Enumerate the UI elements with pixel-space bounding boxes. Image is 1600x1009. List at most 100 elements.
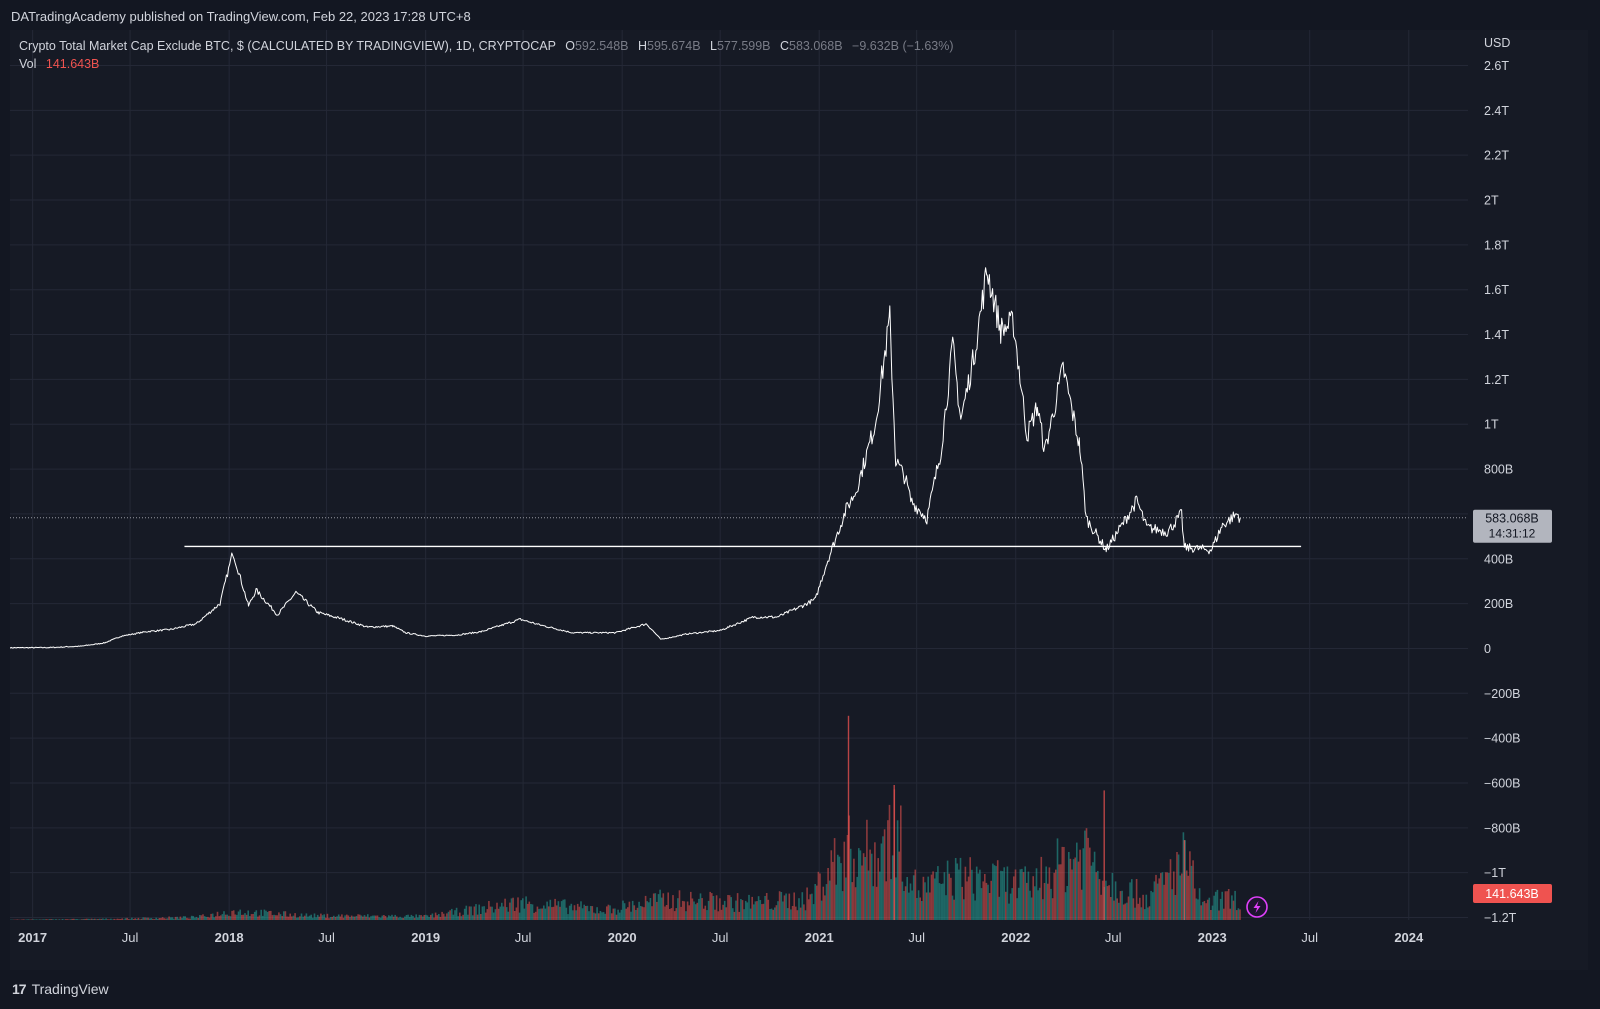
volume-bar xyxy=(698,898,700,920)
volume-bar xyxy=(996,860,999,920)
volume-bar xyxy=(738,911,741,920)
volume-bar xyxy=(573,905,576,920)
volume-bar xyxy=(1108,885,1110,920)
chart-panel[interactable]: 2.6T 2.4T 2.2T 2T 1.8T 1.6T 1.4T 1.2T 1T 800B 400B… xyxy=(9,30,1588,970)
volume-bar xyxy=(1113,900,1115,920)
x-tick-label: Jul xyxy=(1301,930,1318,945)
volume-bar xyxy=(1231,895,1233,920)
volume-bar xyxy=(1124,903,1127,920)
y-tick-label: −800B xyxy=(1484,821,1521,835)
volume-bar xyxy=(959,857,962,920)
volume-bar xyxy=(772,909,774,920)
volume-bar xyxy=(399,916,401,920)
volume-bar xyxy=(517,897,519,920)
volume-bar xyxy=(714,909,716,920)
volume-bar xyxy=(1192,860,1194,920)
volume-bar xyxy=(283,911,285,920)
volume-bar xyxy=(504,898,506,920)
volume-bar xyxy=(531,904,534,920)
volume-bar xyxy=(993,865,996,920)
volume-bar xyxy=(761,904,763,920)
volume-bar xyxy=(1068,852,1070,920)
volume-bar xyxy=(551,907,553,920)
price-axis[interactable]: 2.6T 2.4T 2.2T 2T 1.8T 1.6T 1.4T 1.2T 1T 800B 400B… xyxy=(1484,59,1521,925)
volume-bar xyxy=(486,909,489,920)
volume-bar xyxy=(799,907,802,920)
volume-bar xyxy=(66,919,69,920)
volume-bar xyxy=(126,917,128,920)
volume-bar xyxy=(1202,901,1204,920)
volume-bar xyxy=(1129,882,1131,920)
volume-bar xyxy=(384,916,387,920)
volume-bar xyxy=(35,919,38,920)
volume-bar xyxy=(281,916,283,920)
volume-bar xyxy=(636,907,639,920)
volume-bar xyxy=(1176,852,1178,920)
volume-bar xyxy=(849,848,852,920)
volume-bar xyxy=(1134,907,1136,920)
volume-bar xyxy=(618,912,621,920)
volume-bar xyxy=(153,919,156,920)
volume-bar xyxy=(748,894,750,920)
volume-bar xyxy=(596,907,598,920)
volume-bar xyxy=(1140,907,1143,920)
volume-bar xyxy=(1006,866,1009,920)
volume-bar xyxy=(921,901,923,920)
volume-bar xyxy=(943,872,946,920)
published-info: DATradingAcademy published on TradingVie… xyxy=(11,9,471,24)
legend-open-label: O xyxy=(565,39,575,53)
volume-bar xyxy=(1223,908,1225,920)
volume-bar xyxy=(81,919,83,920)
volume-bar xyxy=(205,916,207,920)
volume-bar xyxy=(358,914,361,920)
volume-bar xyxy=(1095,872,1097,920)
volume-bar xyxy=(853,858,855,920)
volume-bar xyxy=(1132,898,1135,920)
volume-bar xyxy=(208,917,211,920)
volume-bar xyxy=(594,913,597,920)
volume-bar xyxy=(1171,889,1173,920)
y-tick-label: −1T xyxy=(1484,866,1506,880)
volume-bar xyxy=(257,916,259,920)
tradingview-brand[interactable]: 17 TradingView xyxy=(12,981,109,997)
volume-bar xyxy=(946,860,949,920)
price-line xyxy=(9,267,1241,649)
volume-bar xyxy=(1213,895,1215,920)
volume-bar xyxy=(782,901,784,920)
volume-bar xyxy=(494,909,497,920)
volume-bar xyxy=(220,915,222,920)
volume-bar xyxy=(623,903,626,920)
volume-bar xyxy=(1072,859,1075,920)
y-tick-label: 1.2T xyxy=(1484,373,1509,387)
volume-bar xyxy=(536,906,539,920)
volume-bar xyxy=(639,906,642,920)
volume-bar xyxy=(344,915,346,920)
volume-bar xyxy=(410,914,413,920)
volume-bar xyxy=(1189,851,1191,920)
volume-bar xyxy=(656,901,658,920)
volume-bar xyxy=(908,892,910,920)
volume-bar xyxy=(286,916,288,920)
x-tick-label: Jul xyxy=(318,930,335,945)
volume-bar xyxy=(16,919,19,920)
volume-bar xyxy=(239,909,241,920)
volume-bar xyxy=(1182,832,1185,920)
volume-bar xyxy=(774,907,776,920)
volume-bar xyxy=(609,905,611,920)
chart-canvas[interactable]: 2.6T 2.4T 2.2T 2T 1.8T 1.6T 1.4T 1.2T 1T 800B 400B… xyxy=(9,30,1588,970)
volume-bar xyxy=(869,849,871,920)
volume-bar xyxy=(168,916,170,920)
volume-bar xyxy=(310,914,312,920)
volume-bar xyxy=(890,879,892,920)
volume-bar xyxy=(455,907,458,920)
volume-bar xyxy=(1214,891,1217,920)
volume-bar xyxy=(1024,866,1026,920)
volume-bar xyxy=(124,918,127,920)
x-tick-label: 2018 xyxy=(215,930,244,945)
volume-bar xyxy=(1126,902,1128,920)
time-axis[interactable]: 2017 Jul 2018 Jul 2019 Jul 2020 Jul 2021 Jul 2022 J… xyxy=(18,930,1424,945)
volume-bar xyxy=(523,908,526,920)
volume-bar xyxy=(94,918,96,920)
lightning-icon[interactable] xyxy=(1246,896,1268,918)
volume-bar xyxy=(118,918,120,920)
